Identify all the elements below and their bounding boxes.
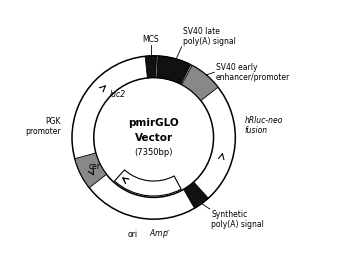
Text: hRluc-neo
fusion: hRluc-neo fusion	[245, 116, 283, 135]
Text: pmirGLO: pmirGLO	[129, 117, 179, 128]
Text: MCS: MCS	[142, 35, 159, 44]
Wedge shape	[115, 170, 181, 196]
Wedge shape	[145, 56, 156, 78]
Wedge shape	[72, 56, 235, 219]
Text: luc2: luc2	[110, 90, 126, 99]
Text: Vector: Vector	[135, 133, 173, 142]
Wedge shape	[184, 182, 208, 208]
Text: Amp$^r$: Amp$^r$	[149, 227, 172, 241]
Wedge shape	[157, 56, 191, 84]
Text: cer: cer	[88, 162, 100, 171]
Text: ori: ori	[127, 230, 137, 239]
Wedge shape	[75, 153, 106, 188]
Text: SV40 late
poly(A) signal: SV40 late poly(A) signal	[183, 26, 236, 46]
Wedge shape	[182, 65, 218, 101]
Text: SV40 early
enhancer/promoter: SV40 early enhancer/promoter	[216, 62, 290, 82]
Text: PGK
promoter: PGK promoter	[26, 117, 61, 136]
Text: Synthetic
poly(A) signal: Synthetic poly(A) signal	[211, 210, 264, 229]
Text: (7350bp): (7350bp)	[134, 148, 173, 157]
